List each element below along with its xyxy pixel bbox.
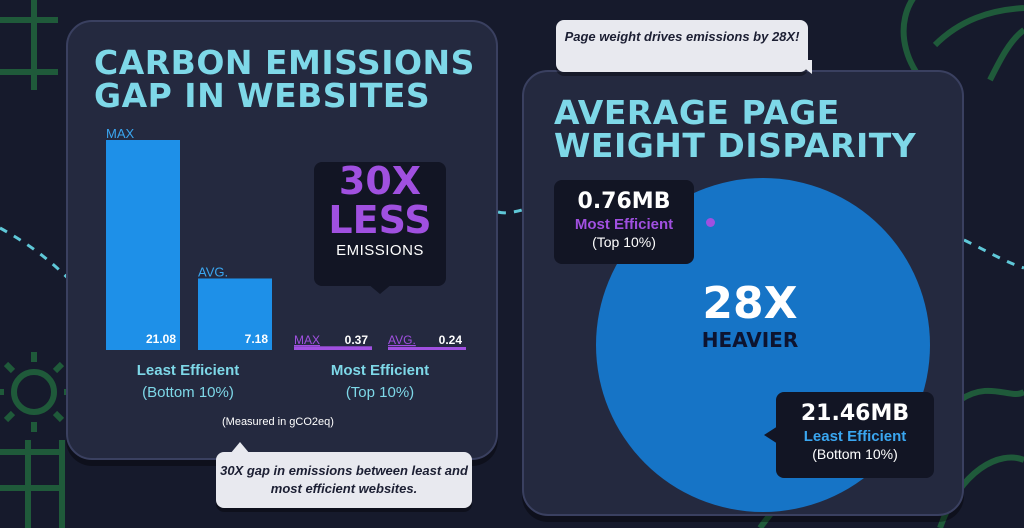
callout-pointer [368, 284, 392, 294]
most-efficient-weight-range: (Top 10%) [592, 234, 656, 251]
least-efficient-label: Least Efficient (Bottom 10%) [102, 360, 274, 404]
heavier-multiplier: 28X [702, 278, 798, 329]
heavier-label: 28X HEAVIER [640, 278, 860, 353]
callout-small-text: EMISSIONS [336, 241, 424, 259]
solar-panel-icon [0, 0, 58, 90]
least-efficient-weight-name: Least Efficient [803, 427, 907, 445]
most-efficient-weight: 0.76MB [577, 189, 671, 214]
measurement-note: (Measured in gCO2eq) [222, 416, 334, 428]
least-efficient-weight: 21.46MB [800, 401, 910, 426]
most-efficient-label: Most Efficient (Top 10%) [290, 360, 470, 404]
page-weight-caption: Page weight drives emissions by 28X! [556, 20, 808, 72]
emissions-title: CARBON EMISSIONS GAP IN WEBSITES [94, 43, 475, 115]
most-efficient-weight-box: 0.76MB Most Efficient (Top 10%) [554, 180, 694, 264]
least-efficient-weight-range: (Bottom 10%) [812, 446, 898, 463]
sun-icon [11, 369, 57, 415]
least-efficient-range: (Bottom 10%) [142, 383, 234, 401]
most-efficient-name: Most Efficient [330, 362, 430, 379]
least-box-pointer [764, 426, 778, 444]
page-weight-title: AVERAGE PAGE WEIGHT DISPARITY [554, 93, 917, 165]
heavier-text: HEAVIER [701, 328, 799, 352]
less-emissions-callout: 30X LESS EMISSIONS [314, 162, 446, 286]
top-caption-pointer [794, 60, 812, 74]
callout-big-text: 30X LESS [328, 159, 432, 242]
most-efficient-range: (Top 10%) [345, 383, 415, 401]
emissions-gap-caption: 30X gap in emissions between least and m… [216, 452, 472, 508]
least-efficient-name: Least Efficient [136, 362, 240, 379]
least-efficient-weight-box: 21.46MB Least Efficient (Bottom 10%) [776, 392, 934, 478]
solar-grid-icon [0, 440, 65, 528]
most-efficient-dot [706, 218, 715, 227]
most-efficient-weight-name: Most Efficient [574, 215, 674, 233]
caption-pointer [230, 442, 250, 454]
